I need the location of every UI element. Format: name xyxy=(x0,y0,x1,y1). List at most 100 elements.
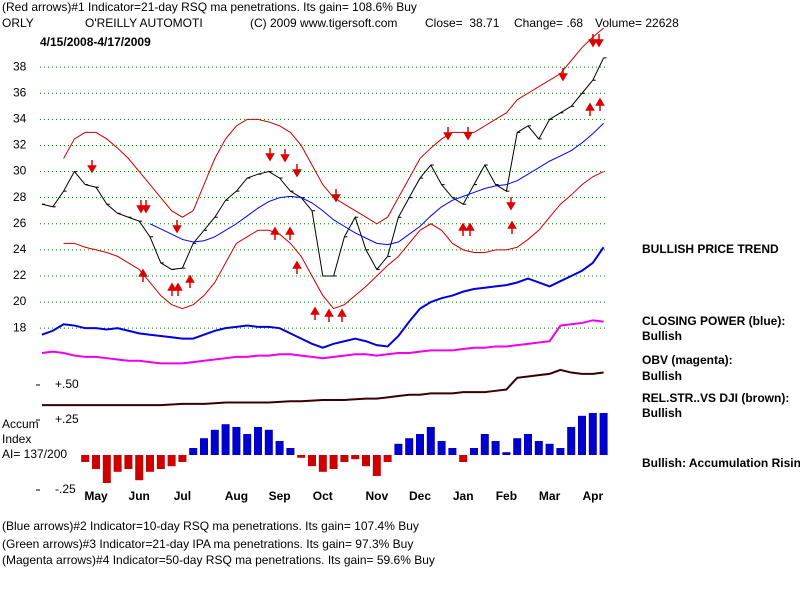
sell-arrow xyxy=(265,147,275,161)
change: Change= .68 xyxy=(514,16,583,30)
y-tick-label: 20 xyxy=(13,294,27,308)
bar xyxy=(502,452,511,455)
buy-arrow xyxy=(292,261,302,275)
side-label: REL.STR..VS DJI (brown): xyxy=(642,391,789,405)
buy-arrow xyxy=(585,103,595,117)
footnote: (Green arrows)#3 Indicator=21-day IPA ma… xyxy=(2,537,413,551)
bar xyxy=(243,434,252,455)
bar xyxy=(275,441,284,455)
close: Close= 38.71 xyxy=(425,16,500,30)
bar xyxy=(264,429,273,455)
x-tick-label: Jan xyxy=(453,489,474,503)
sell-arrow xyxy=(463,126,473,140)
x-tick-label: Nov xyxy=(365,489,388,503)
side-label: Bullish xyxy=(642,329,682,343)
bar xyxy=(113,455,122,472)
sell-arrow xyxy=(292,163,302,177)
sell-arrow xyxy=(141,199,151,213)
series-line xyxy=(63,171,604,310)
y-tick-label: 28 xyxy=(13,190,27,204)
bar xyxy=(221,424,230,455)
bar xyxy=(405,438,414,455)
x-tick-label: Dec xyxy=(409,489,431,503)
footnote: (Blue arrows)#2 Indicator=10-day RSQ ma … xyxy=(2,519,419,533)
bar xyxy=(437,441,446,455)
buy-arrow xyxy=(465,223,475,237)
bar xyxy=(372,455,381,476)
volume: Volume= 22628 xyxy=(595,16,679,30)
y-tick-label: 24 xyxy=(13,242,27,256)
bar xyxy=(588,413,597,455)
bar xyxy=(394,443,403,455)
bar xyxy=(200,438,208,455)
bar xyxy=(81,455,90,462)
bar xyxy=(329,455,338,469)
x-tick-label: Jun xyxy=(129,489,150,503)
bar xyxy=(513,438,522,455)
accum-label: Index xyxy=(2,432,31,446)
bar xyxy=(578,415,586,455)
y-tick-label: 38 xyxy=(13,59,27,73)
bar xyxy=(448,448,457,455)
y-tick-label: 26 xyxy=(13,216,27,230)
date-range: 4/15/2008-4/17/2009 xyxy=(40,35,151,49)
buy-arrow xyxy=(458,223,468,237)
series-line xyxy=(42,368,604,407)
bar xyxy=(545,443,554,455)
x-tick-label: Mar xyxy=(539,489,561,503)
buy-arrow xyxy=(324,309,334,323)
x-tick-label: Sep xyxy=(269,489,291,503)
bar xyxy=(178,455,187,462)
bar xyxy=(491,441,500,455)
sell-arrow xyxy=(280,148,290,162)
chart-title: (Red arrows)#1 Indicator=21-day RSQ ma p… xyxy=(2,0,417,14)
bar xyxy=(340,455,349,462)
accum-label: Accum xyxy=(2,417,39,431)
bar xyxy=(232,427,241,455)
y-tick-label: -.25 xyxy=(55,482,76,496)
bar xyxy=(254,427,262,455)
bar xyxy=(308,455,316,467)
bar xyxy=(297,455,306,458)
x-tick-label: Apr xyxy=(582,489,603,503)
buy-arrow xyxy=(270,227,280,241)
bar xyxy=(534,441,543,455)
y-tick-label: 34 xyxy=(13,112,27,126)
sell-arrow xyxy=(87,159,97,173)
buy-arrow xyxy=(595,98,605,112)
footnote: (Magenta arrows)#4 Indicator=50-day RSQ … xyxy=(2,553,435,567)
series-line xyxy=(41,319,604,365)
accum-label: AI= 137/200 xyxy=(2,447,67,461)
series-line xyxy=(63,27,604,225)
symbol: ORLY xyxy=(2,16,34,30)
y-tick-label: 32 xyxy=(13,138,27,152)
bar xyxy=(156,455,165,469)
bar xyxy=(426,427,435,455)
sell-arrow xyxy=(443,126,453,140)
x-tick-label: Feb xyxy=(496,489,517,503)
copyright: (C) 2009 www.tigersoft.com xyxy=(250,16,397,30)
side-label: OBV (magenta): xyxy=(642,353,733,367)
side-label: BULLISH PRICE TREND xyxy=(642,242,779,256)
buy-arrow xyxy=(310,307,320,321)
bar xyxy=(567,427,576,455)
bar xyxy=(524,434,532,455)
bar xyxy=(556,448,565,455)
buy-arrow xyxy=(285,227,295,241)
series-line xyxy=(149,122,604,246)
y-tick-label: 30 xyxy=(13,164,27,178)
x-tick-label: Aug xyxy=(225,489,248,503)
side-label: CLOSING POWER (blue): xyxy=(642,314,785,328)
side-label: Bullish: Accumulation Rising xyxy=(642,456,800,470)
bar xyxy=(124,455,133,469)
bar xyxy=(351,455,360,460)
x-tick-label: May xyxy=(84,489,108,503)
bar xyxy=(318,455,327,472)
side-label: Bullish xyxy=(642,406,682,420)
y-tick-label: +.25 xyxy=(55,412,79,426)
y-tick-label: 18 xyxy=(13,320,27,334)
sell-arrow xyxy=(172,219,182,233)
buy-arrow xyxy=(185,275,195,289)
bar xyxy=(459,455,468,462)
